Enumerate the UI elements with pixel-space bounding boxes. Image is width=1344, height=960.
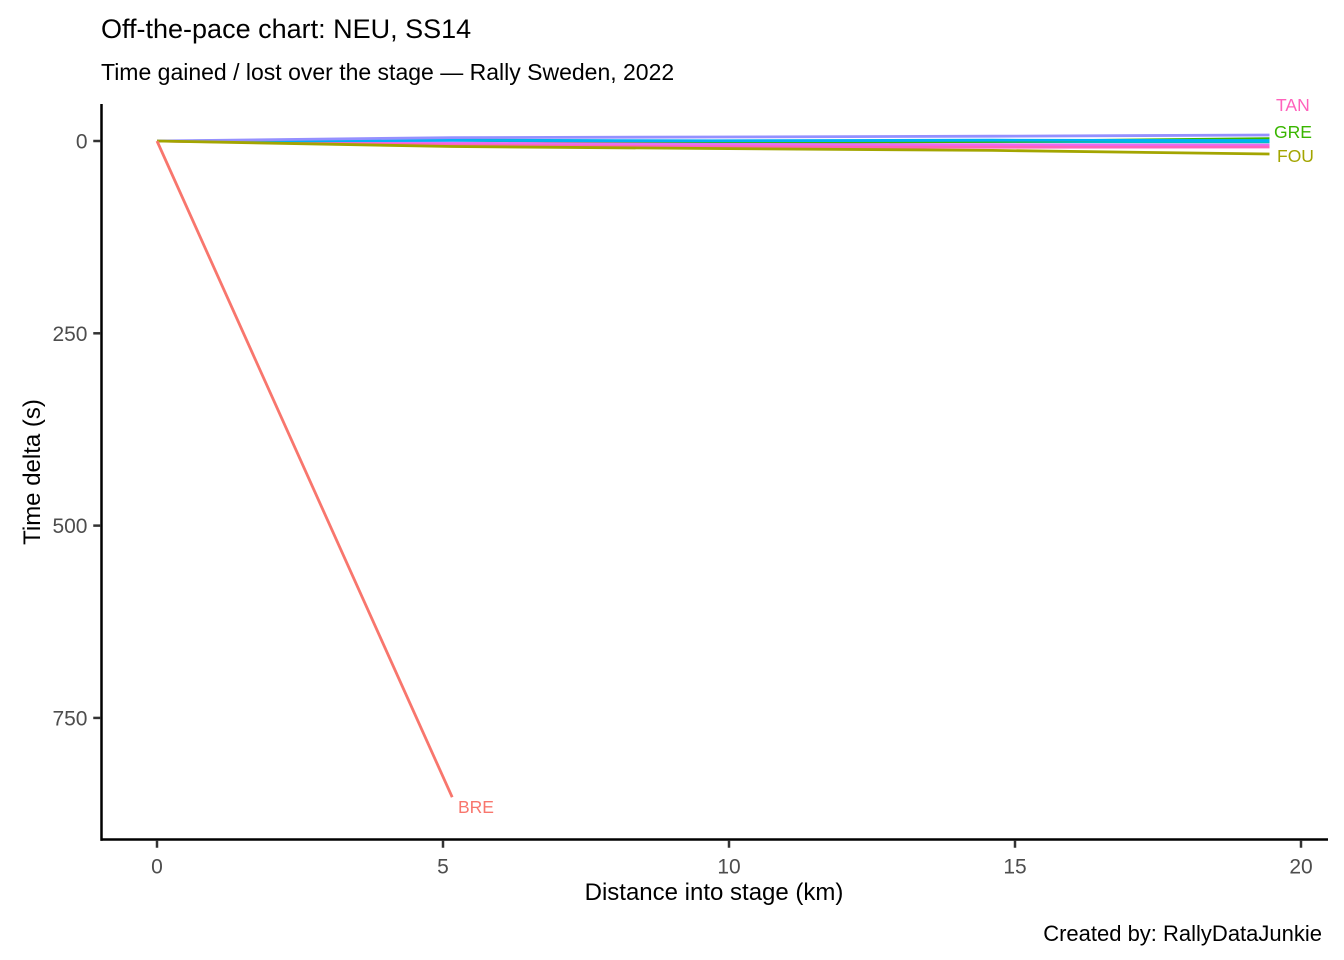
y-tick-label: 0 xyxy=(76,131,88,154)
series-label-BRE: BRE xyxy=(458,797,494,817)
chart-title: Off-the-pace chart: NEU, SS14 xyxy=(101,14,472,44)
y-tick-label: 250 xyxy=(52,323,87,346)
series-line-FOU xyxy=(156,139,1270,156)
series-line-BRE xyxy=(155,140,454,798)
series-label-TAN: TAN xyxy=(1276,95,1310,115)
series-label-FOU: FOU xyxy=(1277,146,1314,166)
series-line-9590FF xyxy=(156,133,1270,143)
x-tick-label: 10 xyxy=(717,856,740,879)
series-label-GRE: GRE xyxy=(1274,122,1312,142)
series-line-00B0F6 xyxy=(156,138,1270,143)
y-tick-label: 500 xyxy=(52,515,87,538)
x-axis-title: Distance into stage (km) xyxy=(584,879,844,906)
y-tick-label: 750 xyxy=(52,707,87,730)
x-tick-label: 0 xyxy=(151,856,163,879)
x-tick-label: 5 xyxy=(437,856,449,879)
x-tick-label: 15 xyxy=(1003,856,1026,879)
x-tick-label: 20 xyxy=(1289,856,1312,879)
caption: Created by: RallyDataJunkie xyxy=(1043,921,1322,946)
chart-subtitle: Time gained / lost over the stage — Rall… xyxy=(101,59,675,85)
